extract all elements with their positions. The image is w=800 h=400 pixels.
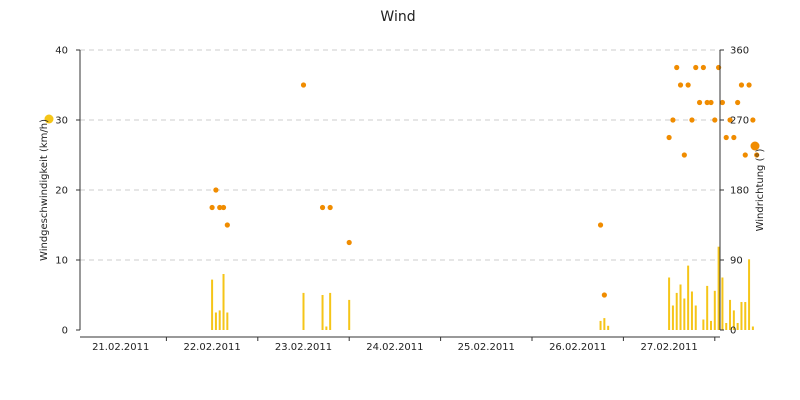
- x-tick-label: 24.02.2011: [366, 342, 423, 353]
- speed-bar: [694, 305, 697, 330]
- speed-bar: [321, 295, 324, 330]
- direction-point: [681, 152, 687, 158]
- direction-point: [719, 99, 726, 106]
- direction-point: [735, 99, 741, 106]
- direction-point: [597, 222, 604, 228]
- speed-bar: [729, 299, 732, 330]
- gridlines: [80, 49, 720, 261]
- speed-bar: [329, 292, 332, 330]
- direction-point: [685, 82, 691, 88]
- speed-bars: [211, 246, 754, 330]
- direction-point: [704, 99, 710, 106]
- direction-point: [224, 222, 230, 228]
- x-tick-label: 25.02.2011: [458, 342, 515, 353]
- speed-bar: [302, 292, 305, 330]
- speed-bar: [709, 320, 712, 330]
- speed-bar: [732, 310, 735, 330]
- direction-point: [693, 64, 699, 71]
- right-tick-label: 0: [730, 326, 736, 337]
- speed-bar: [675, 292, 678, 330]
- speed-bar: [702, 319, 705, 330]
- speed-bar: [218, 310, 221, 330]
- direction-point: [209, 204, 215, 211]
- left-axis-label: Windgeschwindigkeit (km/h): [39, 119, 50, 261]
- direction-point: [670, 117, 676, 123]
- speed-bar: [706, 285, 709, 330]
- speed-bar: [679, 284, 682, 330]
- direction-point: [738, 82, 745, 88]
- direction-point: [742, 152, 748, 158]
- speed-bar: [687, 265, 690, 330]
- left-tick-label: 0: [62, 326, 68, 337]
- speed-bar: [751, 326, 754, 330]
- tick-labels: 0 10 20 30 40 0 90 180 270 360 21.02.2011 22.02.201…: [55, 46, 749, 354]
- speed-bar: [226, 312, 229, 330]
- axes: [76, 49, 724, 341]
- direction-point: [723, 134, 729, 141]
- direction-point: [674, 64, 680, 71]
- direction-point: [750, 117, 756, 123]
- speed-bar: [348, 299, 351, 330]
- direction-point: [666, 134, 672, 141]
- speed-bar: [214, 312, 217, 330]
- speed-bar: [599, 320, 602, 330]
- direction-point: [731, 134, 737, 141]
- x-tick-label: 22.02.2011: [183, 342, 240, 353]
- direction-point: [708, 99, 714, 106]
- speed-bar: [671, 305, 674, 330]
- speed-bar: [607, 325, 610, 330]
- right-tick-label: 90: [730, 256, 743, 267]
- direction-point: [346, 239, 352, 246]
- chart-title: Wind: [380, 9, 415, 25]
- right-axis-label: Windrichtung (°): [755, 149, 766, 232]
- speed-bar: [668, 277, 671, 330]
- speed-bar: [725, 323, 728, 330]
- x-tick-label: 21.02.2011: [92, 342, 149, 353]
- speed-bar: [717, 246, 720, 330]
- speed-bar: [211, 279, 214, 330]
- direction-point: [754, 152, 760, 158]
- direction-point: [712, 117, 718, 123]
- direction-point: [601, 292, 607, 298]
- x-tick-label: 27.02.2011: [640, 342, 697, 353]
- speed-bar: [736, 323, 739, 330]
- right-tick-label: 270: [730, 116, 749, 127]
- direction-point: [696, 99, 703, 106]
- direction-point: [319, 204, 326, 211]
- direction-points: [209, 64, 760, 298]
- direction-point: [746, 82, 752, 88]
- left-tick-label: 40: [55, 46, 68, 57]
- direction-point: [689, 117, 695, 123]
- left-tick-label: 20: [55, 186, 68, 197]
- direction-point: [727, 117, 733, 123]
- speed-bar: [690, 291, 693, 330]
- left-tick-label: 10: [55, 256, 68, 267]
- speed-legend-marker: [44, 114, 54, 124]
- speed-bar: [744, 302, 747, 330]
- direction-point: [327, 204, 333, 211]
- direction-point: [300, 82, 307, 88]
- speed-bar: [740, 302, 743, 330]
- x-tick-label: 26.02.2011: [549, 342, 606, 353]
- speed-bar: [713, 290, 716, 330]
- direction-point: [217, 204, 223, 211]
- speed-bar: [325, 326, 328, 330]
- direction-legend-marker: [750, 141, 760, 151]
- direction-point: [700, 64, 706, 71]
- direction-point: [213, 187, 219, 193]
- speed-bar: [721, 277, 724, 330]
- speed-bar: [683, 298, 686, 330]
- right-tick-label: 360: [730, 46, 749, 57]
- speed-bar: [748, 259, 751, 330]
- direction-point: [677, 82, 684, 88]
- left-tick-label: 30: [55, 116, 68, 127]
- x-tick-label: 23.02.2011: [275, 342, 332, 353]
- direction-point: [220, 204, 227, 211]
- right-tick-label: 180: [730, 186, 749, 197]
- speed-bar: [222, 274, 225, 330]
- speed-bar: [603, 318, 606, 330]
